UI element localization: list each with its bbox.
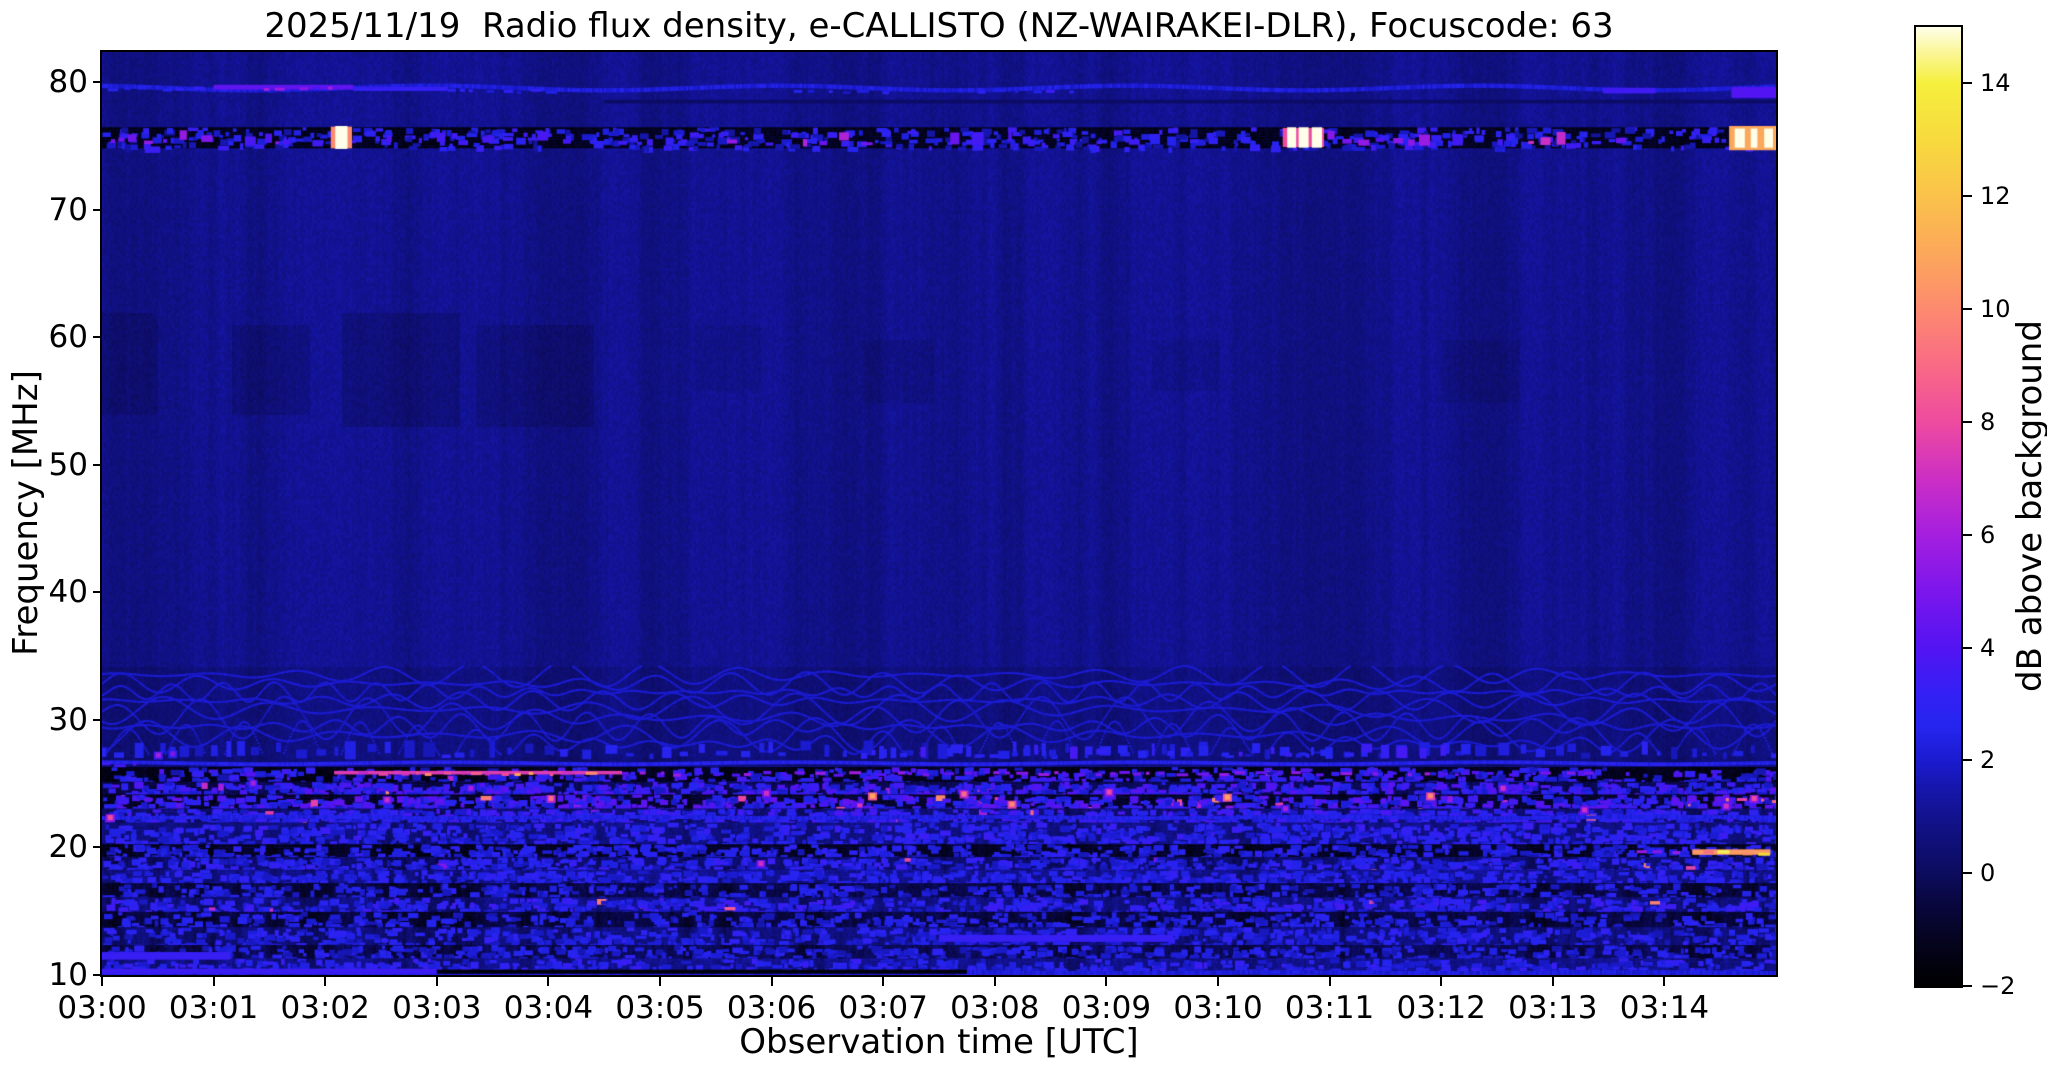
y-tick-mark <box>93 591 102 594</box>
y-tick-label: 20 <box>48 829 88 866</box>
colorbar-tick-label: 6 <box>1980 520 1996 549</box>
chart-title: 2025/11/19 Radio flux density, e-CALLIST… <box>264 6 1614 46</box>
x-tick-label: 03:07 <box>838 990 928 1026</box>
x-tick-mark <box>1105 977 1108 986</box>
x-tick-mark <box>212 977 215 986</box>
y-axis-label: Frequency [MHz] <box>6 370 46 656</box>
colorbar-tick-mark <box>1963 646 1972 649</box>
colorbar-label: dB above background <box>2010 320 2047 692</box>
y-tick-label: 50 <box>48 446 88 483</box>
colorbar-tick-mark <box>1963 759 1972 762</box>
y-tick-mark <box>93 974 102 976</box>
x-tick-label: 03:03 <box>392 990 482 1026</box>
colorbar-tick-label: 8 <box>1980 407 1996 436</box>
x-tick-label: 03:02 <box>280 990 370 1026</box>
y-tick-mark <box>93 463 102 466</box>
x-tick-mark <box>993 977 996 986</box>
x-tick-mark <box>324 977 327 986</box>
x-tick-mark <box>1328 977 1331 986</box>
colorbar-tick-label: 2 <box>1980 746 1996 775</box>
x-tick-label: 03:11 <box>1284 990 1375 1026</box>
y-tick-label: 70 <box>48 191 88 228</box>
x-tick-label: 03:12 <box>1396 990 1486 1026</box>
x-tick-mark <box>101 977 103 986</box>
x-tick-mark <box>1440 977 1443 986</box>
colorbar-tick-label: 14 <box>1980 69 2011 98</box>
x-tick-label: 03:05 <box>615 990 705 1026</box>
x-tick-label: 03:04 <box>503 990 594 1026</box>
colorbar-tick-mark <box>1963 985 1972 987</box>
x-tick-mark <box>659 977 661 986</box>
colorbar <box>1914 25 1963 988</box>
spectrogram-canvas <box>102 52 1776 975</box>
y-tick-mark <box>93 846 102 849</box>
x-tick-mark <box>770 977 773 986</box>
x-tick-mark <box>1551 977 1554 986</box>
colorbar-tick-mark <box>1963 872 1972 875</box>
plot-area <box>100 50 1778 977</box>
y-tick-label: 60 <box>48 319 88 356</box>
y-tick-label: 10 <box>48 957 88 993</box>
colorbar-tick-mark <box>1963 420 1972 423</box>
colorbar-tick-mark <box>1963 195 1972 198</box>
colorbar-tick-label: 4 <box>1980 633 1996 662</box>
colorbar-tick-mark <box>1963 82 1972 85</box>
y-tick-label: 40 <box>48 574 88 611</box>
x-tick-label: 03:10 <box>1173 990 1263 1026</box>
x-tick-label: 03:01 <box>168 990 259 1026</box>
x-tick-mark <box>882 977 885 986</box>
x-axis-label: Observation time [UTC] <box>739 1022 1139 1062</box>
x-tick-label: 03:14 <box>1619 990 1710 1026</box>
y-tick-mark <box>93 336 102 339</box>
colorbar-tick-label: 12 <box>1980 182 2011 211</box>
colorbar-tick-label: 0 <box>1980 859 1996 888</box>
x-tick-label: 03:09 <box>1061 990 1152 1026</box>
x-tick-label: 03:06 <box>726 990 817 1026</box>
x-tick-label: 03:13 <box>1508 990 1598 1026</box>
x-tick-mark <box>435 977 438 986</box>
colorbar-tick-mark <box>1963 308 1972 311</box>
y-tick-mark <box>93 208 102 211</box>
colorbar-tick-label: 10 <box>1980 295 2011 324</box>
x-tick-mark <box>547 977 550 986</box>
colorbar-tick-label: −2 <box>1980 972 2016 1000</box>
y-tick-mark <box>93 80 102 83</box>
x-tick-label: 03:00 <box>57 990 147 1026</box>
x-tick-mark <box>1217 977 1219 986</box>
y-tick-label: 80 <box>48 63 88 100</box>
x-tick-mark <box>1663 977 1666 986</box>
x-tick-label: 03:08 <box>950 990 1040 1026</box>
y-tick-label: 30 <box>48 701 88 738</box>
colorbar-tick-mark <box>1963 533 1972 536</box>
y-tick-mark <box>93 718 102 721</box>
